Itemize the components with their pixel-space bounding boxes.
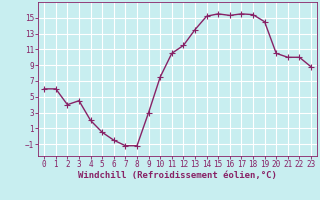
X-axis label: Windchill (Refroidissement éolien,°C): Windchill (Refroidissement éolien,°C) [78,171,277,180]
